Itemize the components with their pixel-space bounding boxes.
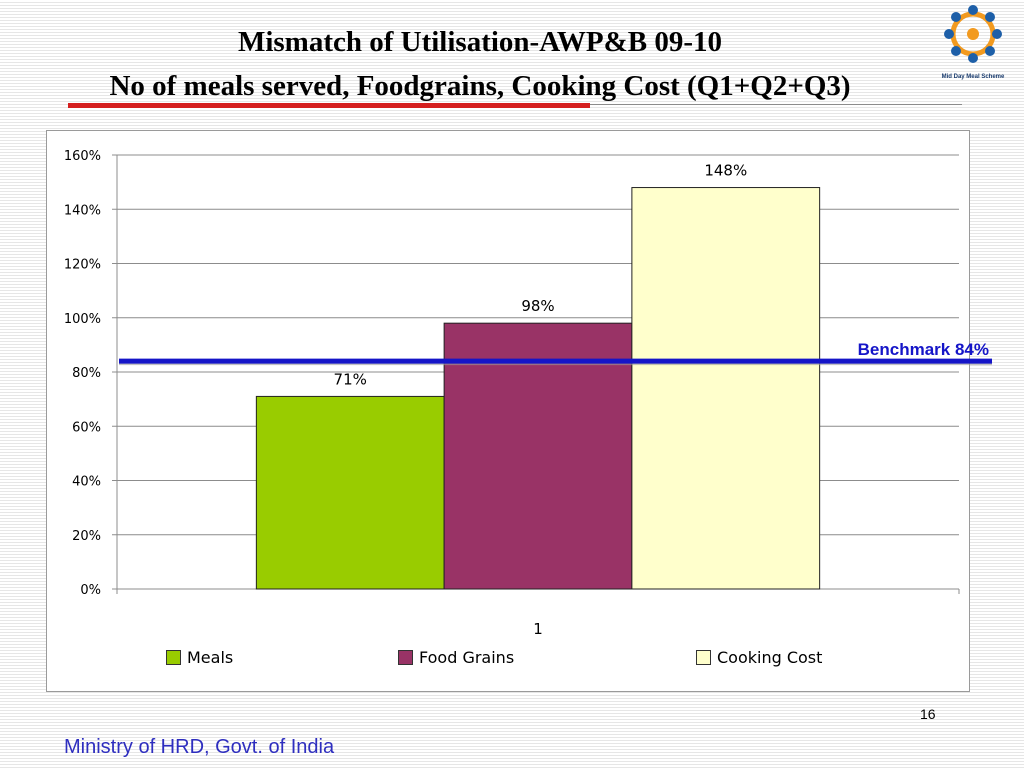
- page-number: 16: [920, 706, 936, 722]
- chart-area: 0% 20% 40% 60% 80% 100% 120% 140% 160% 71% 98% 148%…: [46, 130, 992, 692]
- slide-subtitle: No of meals served, Foodgrains, Cooking …: [109, 70, 851, 102]
- title-underline-rule: [590, 104, 962, 105]
- legend-label-meals: Meals: [187, 647, 234, 667]
- legend-item-meals: Meals: [166, 646, 233, 668]
- x-category-label: 1: [533, 620, 543, 638]
- y-tick-label: 80%: [72, 366, 101, 381]
- legend-label-food-grains: Food Grains: [419, 647, 515, 667]
- legend-swatch-cooking-cost: [696, 649, 711, 665]
- bar-cooking-cost: [631, 187, 821, 590]
- legend-swatch-food-grains: [398, 649, 413, 665]
- logo-emblem-icon: [944, 5, 1002, 63]
- y-tick-label: 60%: [72, 420, 101, 435]
- benchmark-label: Benchmark 84%: [858, 340, 989, 359]
- legend-label-cooking-cost: Cooking Cost: [717, 647, 823, 667]
- logo-caption: Mid Day Meal Scheme: [941, 74, 1005, 80]
- y-tick-label: 0%: [80, 583, 101, 598]
- title-underline-accent: [68, 103, 590, 108]
- y-tick-label: 120%: [64, 258, 101, 273]
- legend-item-cooking-cost: Cooking Cost: [696, 646, 822, 668]
- y-tick-label: 40%: [72, 475, 101, 490]
- bar-chart: 0% 20% 40% 60% 80% 100% 120% 140% 160% 71% 98% 148%…: [64, 149, 992, 638]
- bar-meals: [255, 395, 445, 590]
- legend-swatch-meals: [166, 649, 181, 665]
- data-label-meals: 71%: [334, 370, 367, 388]
- y-tick-label: 100%: [64, 312, 101, 327]
- y-tick-label: 140%: [64, 203, 101, 218]
- bar-food-grains: [443, 322, 633, 590]
- data-label-food-grains: 98%: [521, 297, 554, 315]
- y-tick-label: 160%: [64, 149, 101, 164]
- footer-text: Ministry of HRD, Govt. of India: [64, 736, 335, 758]
- mid-day-meal-logo: Mid Day Meal Scheme: [936, 2, 1010, 92]
- data-label-cooking-cost: 148%: [704, 162, 747, 180]
- y-tick-label: 20%: [72, 529, 101, 544]
- legend-item-food-grains: Food Grains: [398, 646, 514, 668]
- slide-title: Mismatch of Utilisation-AWP&B 09-10: [237, 26, 723, 58]
